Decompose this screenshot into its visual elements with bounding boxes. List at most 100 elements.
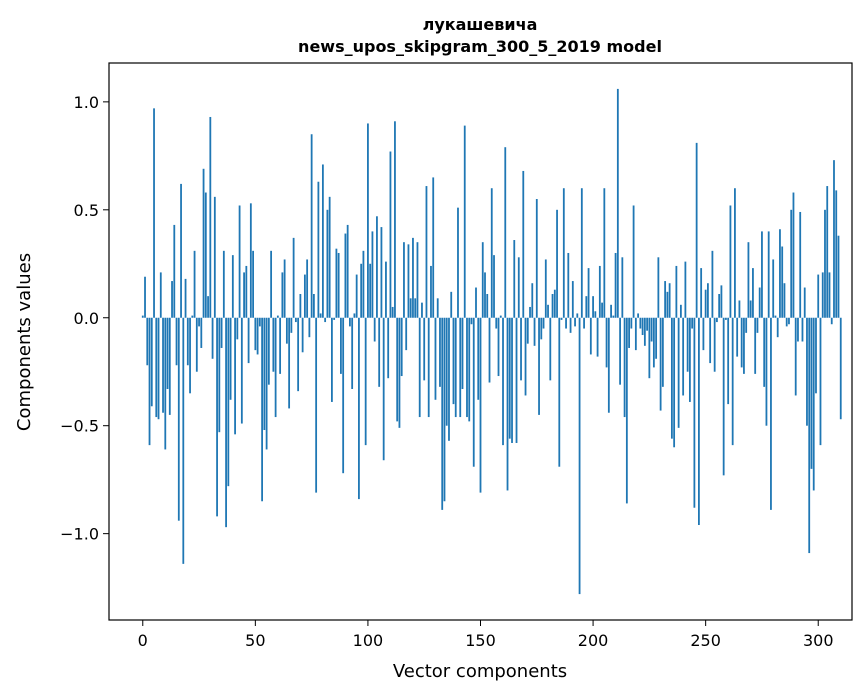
- bar: [243, 272, 245, 318]
- bar: [463, 125, 466, 318]
- bar: [448, 317, 450, 441]
- bar: [312, 294, 315, 318]
- bar: [693, 317, 696, 508]
- bar: [679, 304, 682, 318]
- bar: [788, 317, 790, 325]
- bar: [578, 317, 581, 595]
- bar: [261, 317, 263, 502]
- bar: [562, 188, 565, 318]
- bar: [655, 317, 658, 359]
- bar: [603, 188, 606, 318]
- bar: [292, 237, 295, 318]
- bar: [691, 317, 694, 329]
- y-axis: −1.0 −0.5 0.0 0.5 1.0: [60, 93, 109, 544]
- bar: [249, 203, 252, 318]
- bar: [216, 317, 218, 517]
- bar: [709, 317, 712, 364]
- x-tick-label: 50: [245, 631, 265, 650]
- bar: [407, 244, 410, 318]
- bar: [758, 287, 761, 318]
- bar: [673, 317, 676, 448]
- chart-title-line2: news_upos_skipgram_300_5_2019 model: [298, 37, 662, 56]
- bar: [276, 315, 279, 318]
- bar: [189, 317, 191, 394]
- bar: [596, 317, 599, 357]
- bar: [403, 242, 405, 318]
- bar: [434, 317, 437, 400]
- bar: [306, 259, 309, 318]
- bar: [529, 306, 531, 318]
- bar: [556, 209, 558, 318]
- bar: [625, 317, 628, 504]
- bar: [794, 317, 797, 396]
- bar: [396, 317, 399, 422]
- bar: [688, 317, 691, 402]
- bar: [547, 304, 549, 318]
- bar: [542, 317, 545, 329]
- bar: [614, 252, 617, 318]
- bar: [211, 317, 214, 359]
- bar: [729, 205, 732, 318]
- bar: [686, 317, 689, 372]
- bar: [367, 123, 369, 318]
- bar: [168, 317, 171, 415]
- bar: [524, 317, 527, 396]
- bar: [382, 317, 385, 461]
- bar: [574, 317, 576, 327]
- bar: [234, 317, 236, 435]
- bar: [445, 317, 448, 426]
- bar: [664, 281, 667, 318]
- bar: [333, 317, 336, 320]
- bar: [497, 317, 500, 377]
- bar: [812, 317, 815, 491]
- bar: [349, 317, 351, 327]
- bar: [731, 317, 734, 446]
- bar: [427, 317, 430, 418]
- bar: [308, 317, 311, 338]
- bar: [711, 250, 714, 318]
- bar: [646, 317, 649, 331]
- bar: [376, 216, 378, 318]
- bar: [837, 235, 840, 318]
- bar: [659, 317, 662, 411]
- bar: [346, 224, 349, 318]
- bar: [252, 250, 254, 318]
- bar: [821, 272, 824, 318]
- bar: [245, 265, 248, 318]
- bar: [166, 317, 169, 389]
- bar: [355, 274, 358, 318]
- bar: [826, 186, 829, 318]
- bar: [783, 283, 786, 318]
- bar: [754, 317, 757, 374]
- bar: [839, 317, 842, 420]
- bar: [159, 272, 162, 318]
- bar: [761, 231, 763, 318]
- bar: [583, 317, 585, 329]
- bar: [817, 274, 820, 318]
- x-tick-label: 100: [353, 631, 384, 650]
- bar: [808, 317, 811, 554]
- bar: [459, 317, 462, 418]
- bar: [258, 317, 261, 327]
- bar: [792, 192, 795, 318]
- bar: [387, 317, 390, 379]
- bar: [657, 257, 660, 318]
- bar: [670, 317, 673, 439]
- bar: [220, 317, 223, 348]
- bar: [702, 317, 705, 351]
- bar: [432, 177, 435, 318]
- bar: [772, 259, 775, 318]
- bar: [236, 317, 239, 340]
- bar: [405, 317, 408, 351]
- bar: [450, 291, 453, 318]
- bar: [218, 317, 221, 433]
- bar: [511, 317, 513, 443]
- bar: [281, 272, 284, 318]
- bar: [265, 317, 268, 450]
- bar: [362, 250, 365, 318]
- bar: [740, 317, 743, 368]
- bar: [650, 317, 653, 342]
- bar: [461, 317, 464, 389]
- bar: [727, 317, 730, 405]
